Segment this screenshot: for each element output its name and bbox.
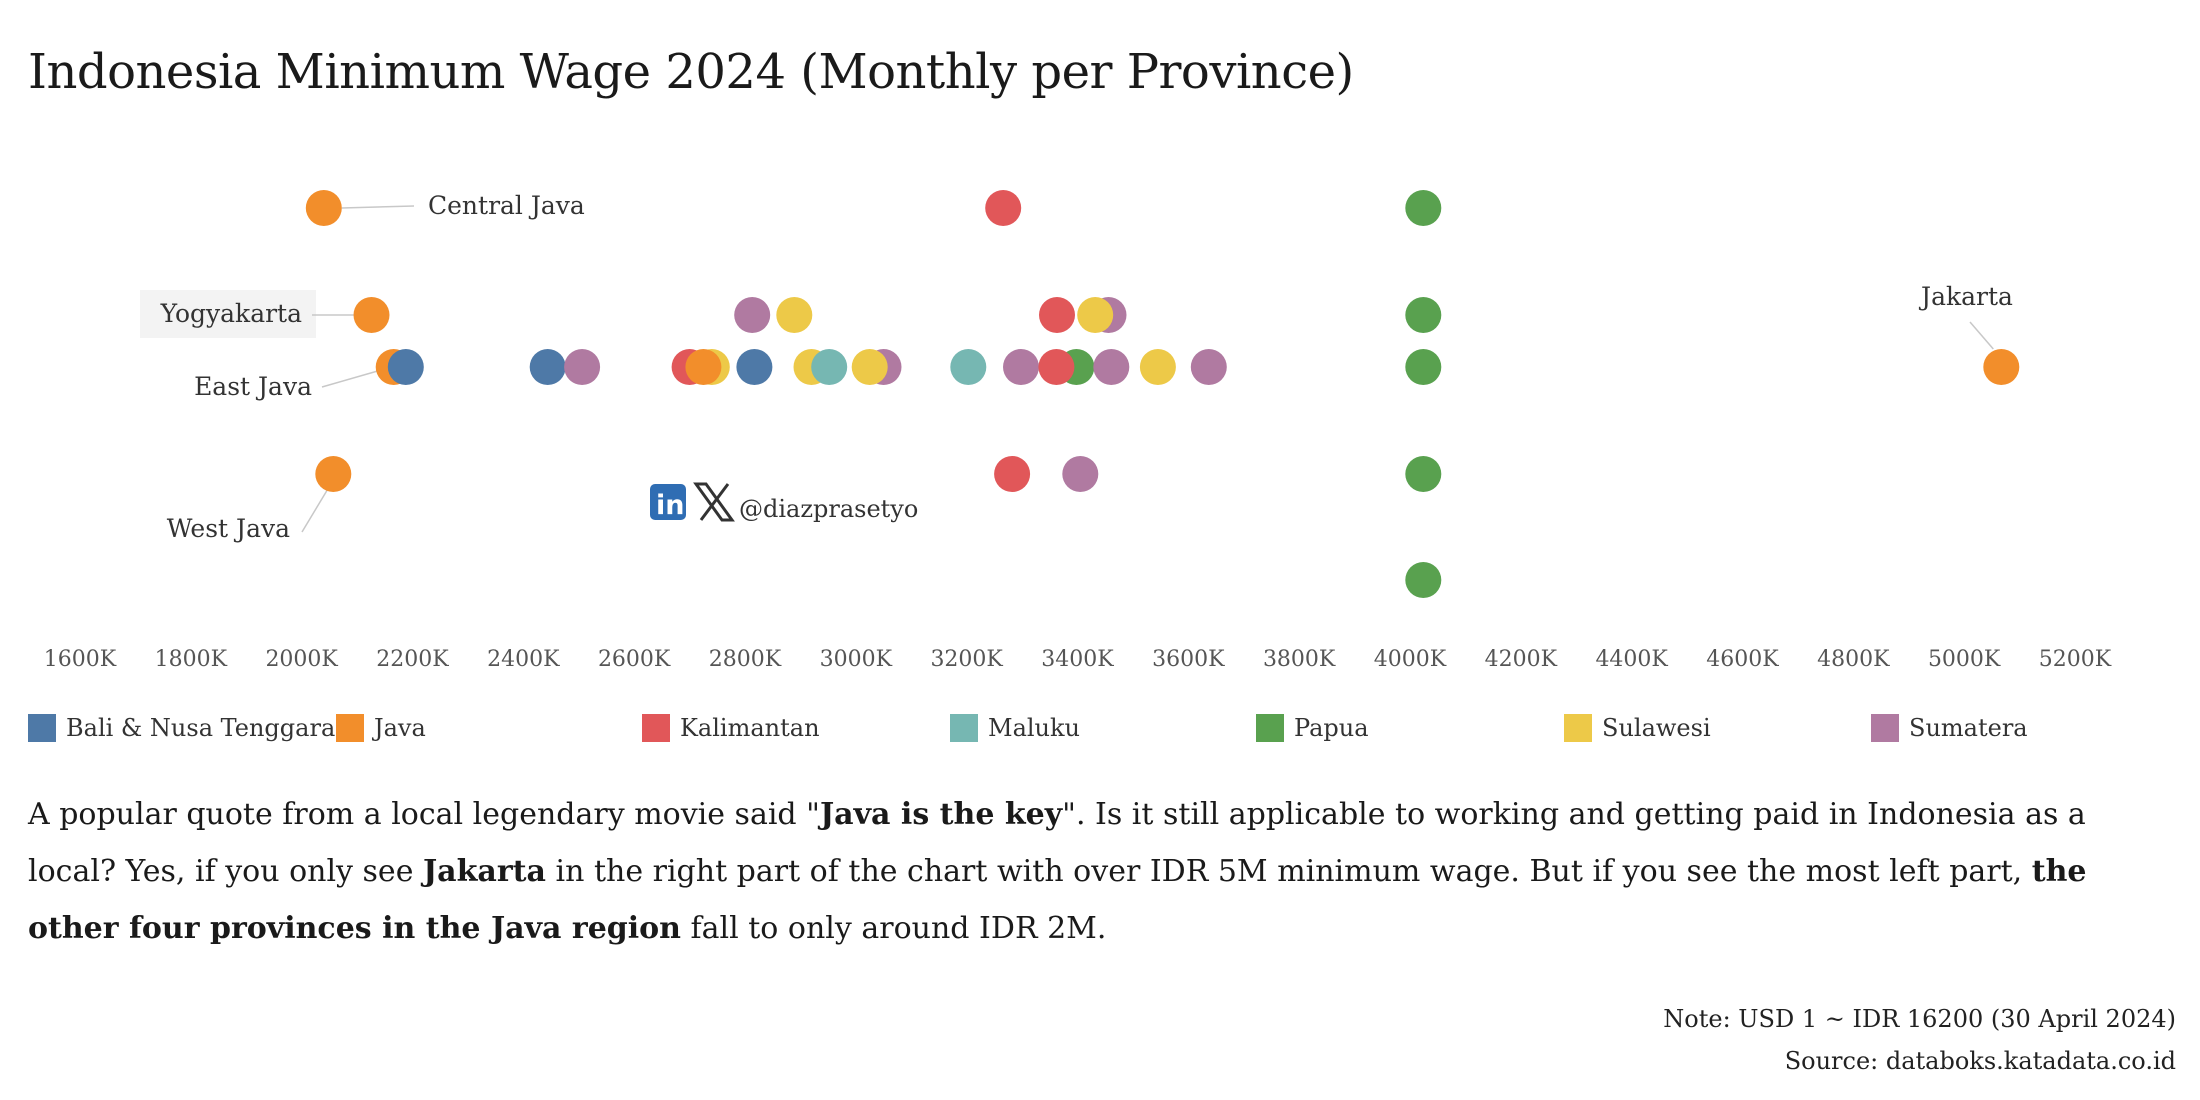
data-point [1405,297,1442,333]
annotation-label: Yogyakarta [160,299,302,328]
legend-swatch [1871,714,1899,742]
data-point [529,349,566,385]
x-tick-label: 2200K [376,647,449,672]
annotation-label: Central Java [428,191,585,220]
x-axis-ticks: 1600K 1800K 2000K 2200K 2400K 2600K 2800K 3000K… [44,647,2112,672]
legend-label: Kalimantan [680,714,820,742]
legend-label: Java [374,714,426,742]
x-tick-label: 2400K [487,647,560,672]
legend-label: Sumatera [1909,714,2028,742]
legend-item: Java [336,714,426,742]
x-tick-label: 3000K [820,647,893,672]
data-point [1190,349,1227,385]
x-logo-icon [693,482,735,522]
data-point [305,190,342,226]
x-tick-label: 1600K [44,647,117,672]
data-point [811,349,848,385]
legend-label: Maluku [988,714,1081,742]
data-point [1062,456,1099,492]
watermark: in @diazprasetyo [650,482,918,523]
annotation-leader-line [301,489,328,533]
x-tick-label: 3800K [1263,647,1336,672]
x-tick-label: 5200K [2039,647,2112,672]
legend-item: Bali & Nusa Tenggara [28,714,335,742]
x-tick-label: 3400K [1041,647,1114,672]
annotation-labels: Central Java Yogyakarta East Java Jakarta We… [160,191,2013,543]
legend-swatch [642,714,670,742]
legend-item: Sulawesi [1564,714,1711,742]
data-point [1983,349,2020,385]
data-point [1093,349,1130,385]
x-tick-label: 3600K [1152,647,1225,672]
legend-swatch [1564,714,1592,742]
annotation-leader-line [1969,321,1994,350]
legend-item: Papua [1256,714,1369,742]
data-point [315,456,352,492]
data-point [776,297,813,333]
exchange-note: Note: USD 1 ~ IDR 16200 (30 April 2024) [1663,1005,2176,1033]
emphasis-java-region: the other four provinces in the Java reg… [28,854,2087,946]
source-note: Source: databoks.katadata.co.id [1784,1047,2176,1075]
data-point [1003,349,1039,385]
linkedin-icon [650,484,686,520]
legend-swatch [28,714,56,742]
data-point [1405,349,1442,385]
data-point [994,456,1031,492]
legend-swatch [950,714,978,742]
data-points [305,190,2020,598]
legend-swatch [336,714,364,742]
emphasis-jakarta: Jakarta [422,854,546,889]
annotation-label: Jakarta [1918,282,2013,311]
annotation-label: West Java [167,514,290,543]
x-tick-label: 5000K [1928,647,2001,672]
x-tick-label: 4400K [1595,647,1668,672]
description-paragraph: A popular quote from a local legendary m… [28,797,2087,946]
annotation-leader-line [321,370,378,388]
data-point [736,349,773,385]
legend-label: Papua [1294,714,1369,742]
emphasis-java-key: Java is the key [819,797,1063,832]
watermark-handle: @diazprasetyo [739,495,918,523]
data-point [1139,349,1176,385]
data-point [734,297,771,333]
annotation-lines [140,205,1994,533]
x-tick-label: 4800K [1817,647,1890,672]
data-point [564,349,601,385]
data-point [1077,297,1114,333]
annotation-highlight [140,290,316,338]
data-point [1039,297,1075,333]
data-point [985,190,1022,226]
linkedin-glyph: in [656,490,684,521]
legend-swatch [1256,714,1284,742]
x-tick-label: 2000K [265,647,338,672]
data-point [1405,190,1442,226]
legend-label: Bali & Nusa Tenggara [66,714,336,742]
x-tick-label: 3200K [930,647,1003,672]
legend-item: Maluku [950,714,1080,742]
chart-title: Indonesia Minimum Wage 2024 (Monthly per… [28,44,1354,100]
data-point [1405,562,1442,598]
x-tick-label: 4600K [1706,647,1779,672]
data-point [1038,349,1075,385]
data-point [685,349,722,385]
legend-item: Sumatera [1871,714,2028,742]
data-point [1405,456,1442,492]
data-point [387,349,424,385]
legend: Bali & Nusa Tenggara Java Kalimantan Maluku… [28,714,2188,748]
data-point [353,297,390,333]
x-tick-label: 2800K [709,647,782,672]
x-tick-label: 1800K [155,647,228,672]
annotation-label: East Java [194,372,312,401]
legend-label: Sulawesi [1602,714,1711,742]
x-tick-label: 2600K [598,647,671,672]
x-tick-label: 4000K [1374,647,1447,672]
footnotes: Note: USD 1 ~ IDR 16200 (30 April 2024) … [1663,998,2176,1082]
annotation-leader-line [341,205,415,209]
legend-item: Kalimantan [642,714,820,742]
data-point [851,349,888,385]
x-tick-label: 4200K [1485,647,1558,672]
dot-plot-chart: 1600K 1800K 2000K 2200K 2400K 2600K 2800K 3000K… [44,190,2112,672]
data-point [950,349,987,385]
